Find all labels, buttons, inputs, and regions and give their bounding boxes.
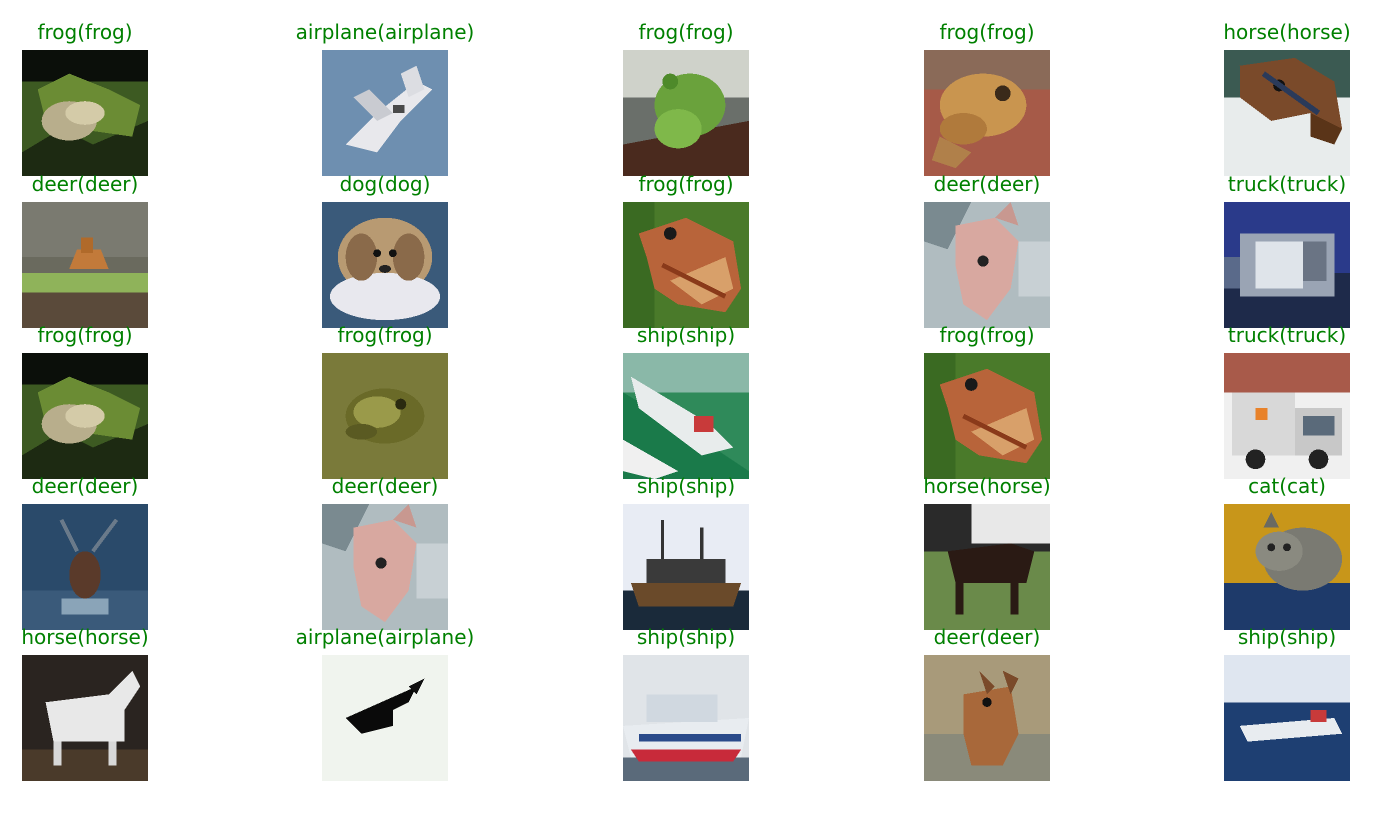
- prediction-label: ship(ship): [637, 323, 735, 347]
- prediction-label: horse(horse): [21, 625, 148, 649]
- thumbnail-image: [322, 50, 448, 176]
- thumbnail-image: [22, 50, 148, 176]
- image-cell-deer: deer(deer): [924, 625, 1050, 775]
- image-cell-frog: frog(frog): [623, 20, 749, 170]
- prediction-label: frog(frog): [337, 323, 432, 347]
- thumbnail-image: [322, 504, 448, 630]
- prediction-label: airplane(airplane): [296, 625, 475, 649]
- image-cell-cat: cat(cat): [1224, 474, 1350, 624]
- image-cell-truck: truck(truck): [1224, 172, 1350, 322]
- image-cell-frog: frog(frog): [924, 323, 1050, 473]
- prediction-label: truck(truck): [1228, 323, 1346, 347]
- image-cell-truck: truck(truck): [1224, 323, 1350, 473]
- thumbnail-image: [22, 655, 148, 781]
- prediction-label: deer(deer): [934, 172, 1041, 196]
- thumbnail-image: [22, 504, 148, 630]
- thumbnail-image: [22, 202, 148, 328]
- thumbnail-image: [322, 202, 448, 328]
- prediction-label: ship(ship): [637, 625, 735, 649]
- thumbnail-image: [322, 655, 448, 781]
- prediction-label: frog(frog): [939, 20, 1034, 44]
- thumbnail-image: [924, 504, 1050, 630]
- thumbnail-image: [924, 655, 1050, 781]
- image-cell-ship: ship(ship): [623, 625, 749, 775]
- image-cell-deer: deer(deer): [924, 172, 1050, 322]
- thumbnail-image: [322, 353, 448, 479]
- prediction-label: airplane(airplane): [296, 20, 475, 44]
- prediction-label: truck(truck): [1228, 172, 1346, 196]
- thumbnail-image: [924, 50, 1050, 176]
- prediction-label: horse(horse): [1223, 20, 1350, 44]
- image-cell-frog: frog(frog): [322, 323, 448, 473]
- image-cell-dog: dog(dog): [322, 172, 448, 322]
- prediction-label: frog(frog): [638, 20, 733, 44]
- thumbnail-image: [924, 202, 1050, 328]
- thumbnail-image: [623, 202, 749, 328]
- image-cell-frog: frog(frog): [623, 172, 749, 322]
- image-cell-ship: ship(ship): [623, 323, 749, 473]
- prediction-label: frog(frog): [638, 172, 733, 196]
- prediction-label: cat(cat): [1248, 474, 1326, 498]
- image-cell-frog: frog(frog): [22, 20, 148, 170]
- image-cell-airplane: airplane(airplane): [322, 20, 448, 170]
- thumbnail-image: [623, 504, 749, 630]
- thumbnail-image: [22, 353, 148, 479]
- image-cell-horse: horse(horse): [924, 474, 1050, 624]
- image-cell-deer: deer(deer): [22, 474, 148, 624]
- prediction-label: ship(ship): [1238, 625, 1336, 649]
- thumbnail-image: [623, 50, 749, 176]
- prediction-label: deer(deer): [332, 474, 439, 498]
- thumbnail-image: [1224, 504, 1350, 630]
- thumbnail-image: [1224, 353, 1350, 479]
- image-cell-frog: frog(frog): [924, 20, 1050, 170]
- image-cell-ship: ship(ship): [1224, 625, 1350, 775]
- thumbnail-image: [1224, 50, 1350, 176]
- image-cell-ship: ship(ship): [623, 474, 749, 624]
- prediction-label: horse(horse): [923, 474, 1050, 498]
- thumbnail-image: [1224, 655, 1350, 781]
- prediction-label: dog(dog): [340, 172, 431, 196]
- prediction-label: frog(frog): [37, 323, 132, 347]
- image-cell-frog: frog(frog): [22, 323, 148, 473]
- thumbnail-image: [1224, 202, 1350, 328]
- prediction-label: frog(frog): [939, 323, 1034, 347]
- thumbnail-image: [924, 353, 1050, 479]
- image-cell-deer: deer(deer): [22, 172, 148, 322]
- prediction-label: frog(frog): [37, 20, 132, 44]
- image-cell-airplane: airplane(airplane): [322, 625, 448, 775]
- image-cell-horse: horse(horse): [1224, 20, 1350, 170]
- prediction-label: deer(deer): [32, 474, 139, 498]
- prediction-label: deer(deer): [934, 625, 1041, 649]
- thumbnail-image: [623, 655, 749, 781]
- image-cell-deer: deer(deer): [322, 474, 448, 624]
- thumbnail-image: [623, 353, 749, 479]
- prediction-label: ship(ship): [637, 474, 735, 498]
- image-cell-horse: horse(horse): [22, 625, 148, 775]
- prediction-label: deer(deer): [32, 172, 139, 196]
